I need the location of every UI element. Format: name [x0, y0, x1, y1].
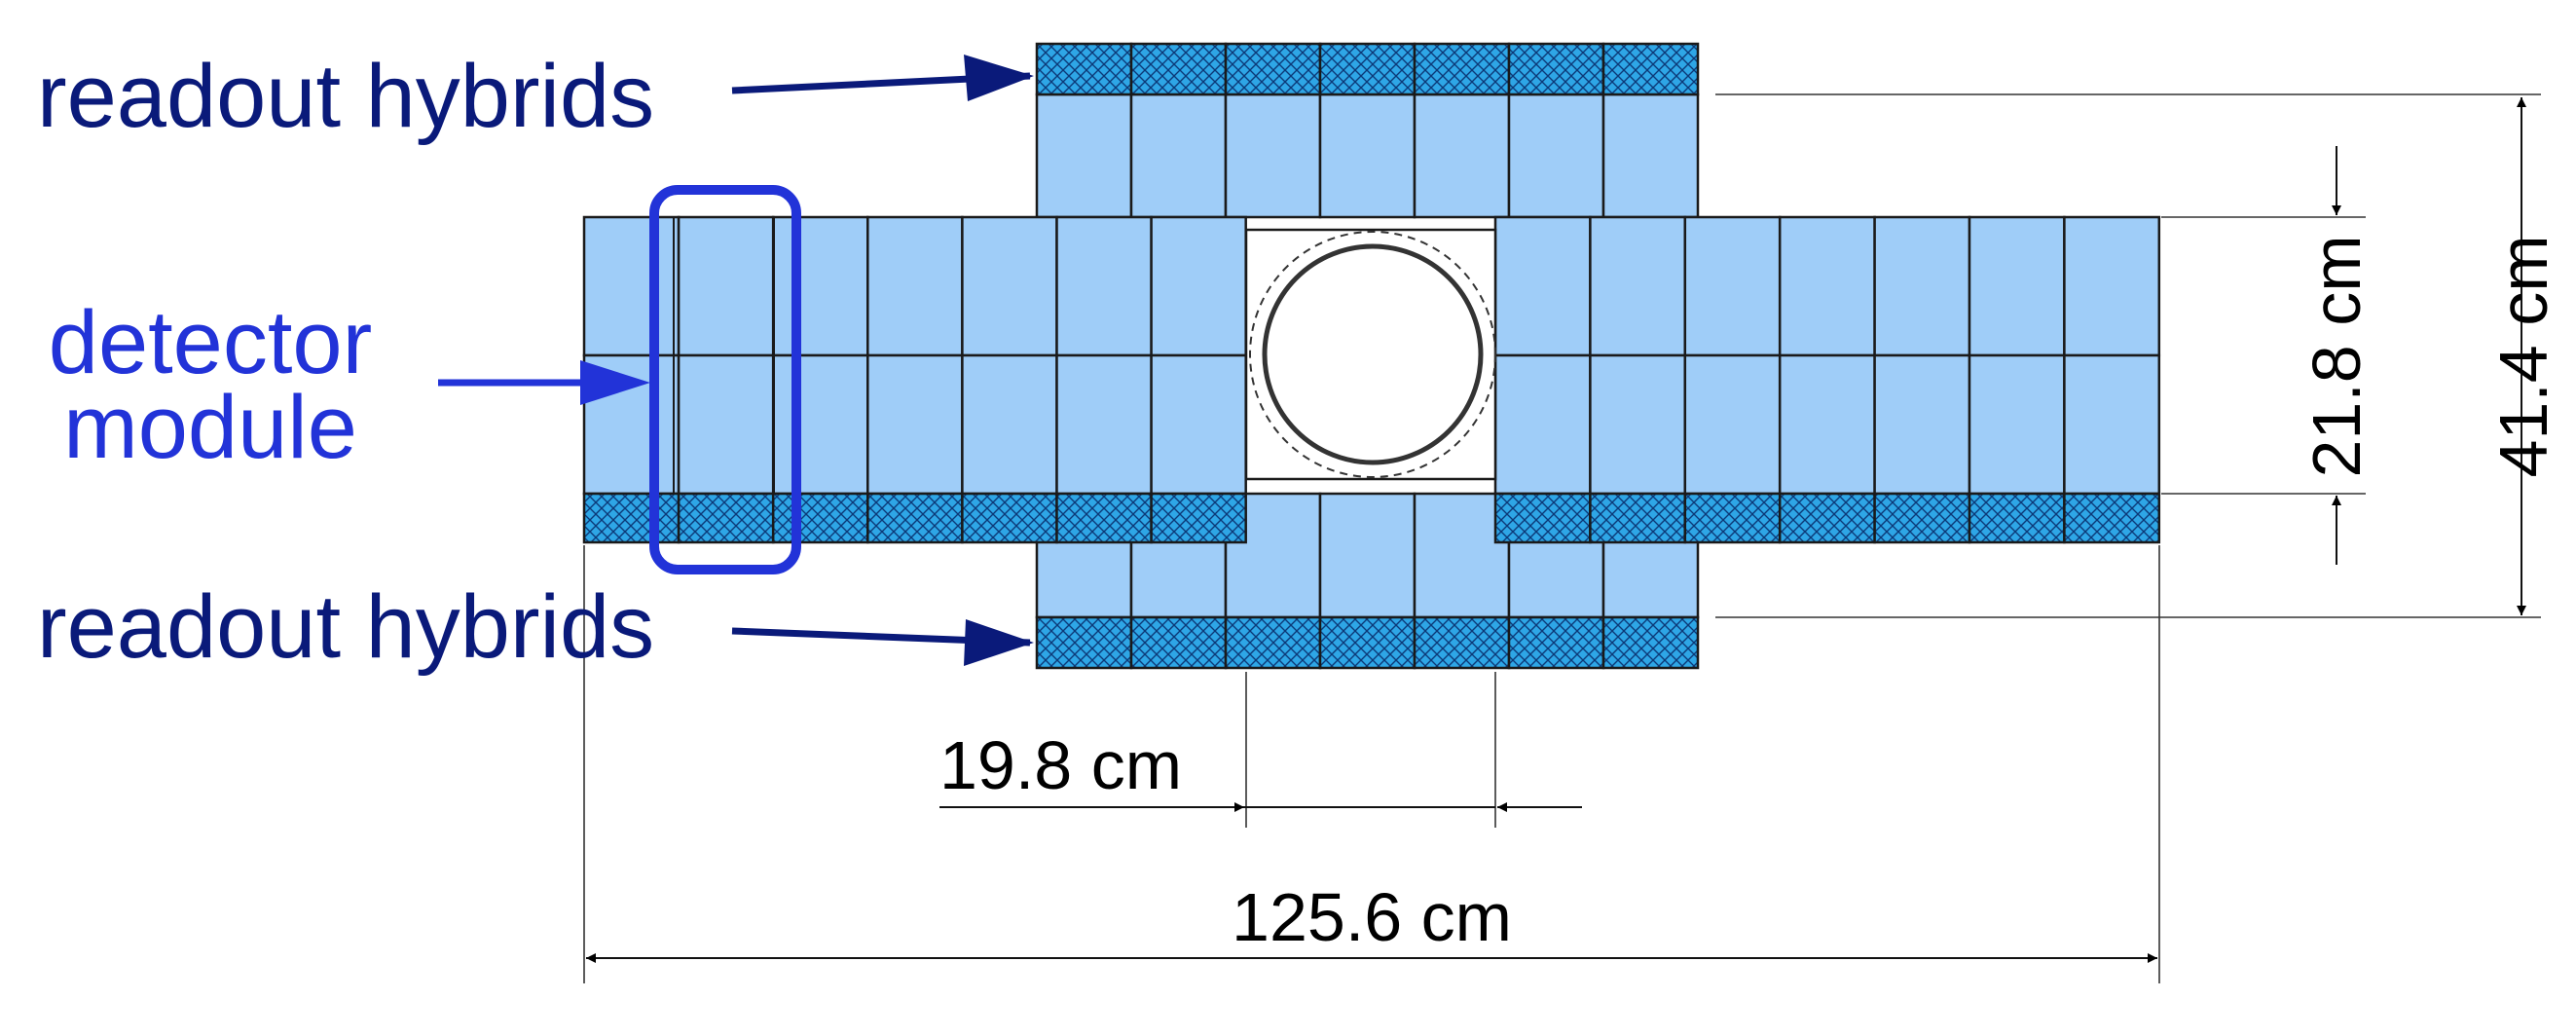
bottom-readout-hybrid [1224, 615, 1322, 670]
right-arm-readout-hybrid [1968, 492, 2066, 544]
detector-module-arrowhead [580, 360, 650, 405]
top-module [1413, 92, 1511, 219]
beam-pipe-outline-dashed [1249, 231, 1496, 478]
top-module [1318, 92, 1417, 219]
detector-module-label-line2: module [63, 378, 357, 477]
beam-pipe [1262, 243, 1484, 465]
right-arm-readout-hybrid [1589, 492, 1687, 544]
bottom-readout-hybrid [1129, 615, 1228, 670]
left-arm-readout-hybrid [677, 492, 775, 544]
gap-width-label: 19.8 cm [939, 727, 1182, 803]
bottom-readout-hybrid [1601, 615, 1700, 670]
top-module [1507, 92, 1605, 219]
right-arm-modules [1493, 215, 2161, 496]
left-arm-readout-hybrid [582, 492, 681, 544]
inner-height-label: 21.8 cm [2299, 236, 2374, 478]
right-arm-readout-hybrid [1493, 492, 1592, 544]
left-arm-module-upper [1055, 215, 1153, 357]
detector-module-label-line1: detector [49, 293, 372, 392]
total-width-dimension: 125.6 cm [586, 879, 2157, 963]
right-arm-module-upper [1589, 215, 1687, 357]
left-arm-module-lower [1055, 353, 1153, 496]
inner-height-dimension: 21.8 cm [2299, 146, 2374, 565]
right-arm-module-upper [1778, 215, 1876, 357]
left-arm-module-upper [677, 215, 775, 357]
left-arm-readout-hybrid [771, 492, 869, 544]
top-module [1129, 92, 1228, 219]
left-arm-readout-hybrid [1055, 492, 1153, 544]
readout-hybrids-top-arrowhead [964, 55, 1034, 101]
left-arm-module-upper [1150, 215, 1247, 357]
left-arm-readout-hybrid [866, 492, 964, 544]
right-arm-module-upper [2063, 215, 2161, 357]
readout-hybrids-top-label: readout hybrids [37, 47, 654, 146]
right-arm-readout-hybrid [1873, 492, 1971, 544]
top-readout-hybrid [1224, 42, 1322, 96]
top-module-block [1035, 92, 1700, 219]
top-readout-hybrid [1507, 42, 1605, 96]
left-arm-module-lower [771, 353, 869, 496]
left-arm-module-upper [961, 215, 1058, 357]
readout-hybrids-bottom-arrowhead [964, 619, 1034, 666]
bottom-readout-hybrid [1318, 615, 1417, 670]
right-arm-module-lower [1968, 353, 2066, 496]
detector-module-highlight [649, 185, 801, 574]
bottom-readout-hybrid [1035, 615, 1133, 670]
right-arm-module-lower [1683, 353, 1782, 496]
left-arm-module-upper [582, 215, 681, 357]
right-arm-readout-hybrid [1778, 492, 1876, 544]
left-arm-module-lower [1150, 353, 1247, 496]
top-readout-hybrid [1035, 42, 1133, 96]
right-arm-module-lower [1873, 353, 1971, 496]
top-module [1035, 92, 1133, 219]
left-arm-module-upper [771, 215, 869, 357]
left-arm-modules [582, 215, 1247, 542]
top-module [1601, 92, 1700, 219]
outer-height-label: 41.4 cm [2485, 236, 2561, 478]
left-arm-module-upper [866, 215, 964, 357]
left-arm-module-lower [677, 353, 775, 496]
readout-hybrid-strips [582, 42, 2161, 670]
bottom-readout-hybrid [1413, 615, 1511, 670]
right-arm-module-upper [1683, 215, 1782, 357]
outer-height-dimension: 41.4 cm [2485, 97, 2561, 615]
top-module [1224, 92, 1322, 219]
right-arm-readout-hybrid [2063, 492, 2161, 544]
left-arm-readout-hybrid [1150, 492, 1247, 544]
top-readout-hybrid [1601, 42, 1700, 96]
right-arm-module-lower [2063, 353, 2161, 496]
bottom-module [1318, 492, 1417, 619]
right-arm-module-lower [1778, 353, 1876, 496]
top-readout-hybrid [1413, 42, 1511, 96]
right-arm-module-lower [1493, 353, 1592, 496]
left-arm-module-lower [866, 353, 964, 496]
bottom-readout-hybrid [1507, 615, 1605, 670]
left-arm-readout-hybrid [961, 492, 1058, 544]
top-readout-hybrid [1129, 42, 1228, 96]
extension-lines [583, 93, 2541, 983]
top-readout-hybrid [1318, 42, 1417, 96]
readout-hybrids-bottom-label: readout hybrids [37, 577, 654, 677]
right-arm-module-upper [1873, 215, 1971, 357]
gap-width-dimension: 19.8 cm [939, 727, 1582, 812]
left-arm-module-lower [961, 353, 1058, 496]
right-arm-module-upper [1968, 215, 2066, 357]
right-arm-module-lower [1589, 353, 1687, 496]
right-arm-readout-hybrid [1683, 492, 1782, 544]
total-width-label: 125.6 cm [1232, 879, 1512, 955]
right-arm-module-upper [1493, 215, 1592, 357]
